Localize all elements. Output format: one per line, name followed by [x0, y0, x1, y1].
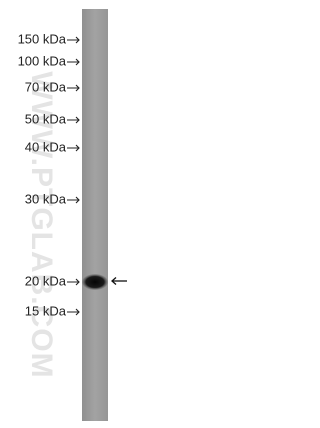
marker-arrow [67, 308, 80, 316]
marker-label: 100 kDa [18, 53, 67, 68]
marker-label: 150 kDa [18, 31, 67, 46]
marker-label: 40 kDa [25, 139, 67, 154]
marker-label: 50 kDa [25, 111, 67, 126]
marker-arrow [67, 116, 80, 124]
marker-label: 30 kDa [25, 191, 67, 206]
band-arrow [111, 277, 127, 285]
marker-arrow [67, 58, 80, 66]
marker-label: 20 kDa [25, 273, 67, 288]
marker-ladder: 150 kDa 100 kDa 70 kDa 50 kDa 40 kDa 30 kDa 20… [18, 31, 80, 318]
marker-label: 70 kDa [25, 79, 67, 94]
marker-arrow [67, 278, 80, 286]
marker-arrow [67, 196, 80, 204]
gel-lane [82, 9, 108, 421]
watermark: WWW.PTGLAB.COM [25, 71, 58, 378]
protein-band [82, 274, 108, 290]
blot-figure: WWW.PTGLAB.COM 150 kDa 100 kDa 70 kDa 50 kD… [18, 9, 127, 421]
marker-label: 15 kDa [25, 303, 67, 318]
marker-arrow [67, 144, 80, 152]
marker-arrow [67, 36, 80, 44]
marker-arrow [67, 84, 80, 92]
